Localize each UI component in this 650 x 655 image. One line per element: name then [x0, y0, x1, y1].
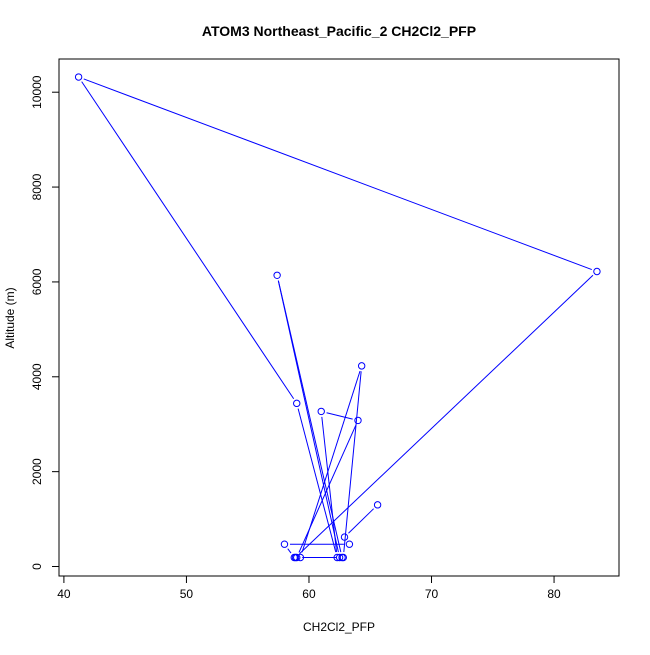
data-series [74, 73, 601, 562]
y-tick-label: 4000 [30, 363, 44, 390]
x-tick-label: 40 [57, 587, 71, 601]
y-tick-label: 6000 [30, 268, 44, 295]
data-point [291, 553, 300, 562]
x-tick-label: 80 [547, 587, 561, 601]
series-line-segment [321, 416, 338, 553]
data-point [357, 362, 366, 370]
data-point [373, 501, 382, 509]
series-line-segment [81, 81, 295, 400]
axes: 40 50 60 70 80 0 2000 4000 6000 8000 10000 [30, 75, 561, 601]
x-tick-label: 50 [180, 587, 194, 601]
series-line-segment [299, 274, 594, 555]
data-point [74, 73, 83, 81]
data-point [340, 533, 349, 541]
y-tick-label: 2000 [30, 458, 44, 485]
x-tick-label: 70 [425, 587, 439, 601]
data-point [354, 416, 362, 425]
series-line-segment [297, 408, 337, 553]
data-point [345, 540, 354, 548]
series-line-segment [83, 78, 592, 271]
data-point [338, 553, 346, 562]
y-axis-label: Altitude (m) [3, 287, 17, 348]
x-axis-label: CH2Cl2_PFP [303, 620, 375, 634]
data-point [317, 407, 325, 416]
data-point [296, 553, 305, 562]
series-line-segment [287, 548, 292, 554]
series-line-segment [343, 371, 362, 553]
series-line-segment [326, 412, 353, 420]
series-line-segment [301, 370, 361, 553]
series-line-segment [298, 425, 357, 553]
data-point [333, 553, 341, 562]
plot-frame [58, 58, 620, 577]
y-tick-label: 0 [30, 563, 44, 570]
series-line-segment [277, 280, 342, 553]
data-point [593, 267, 601, 276]
data-point [293, 399, 301, 408]
x-tick-label: 60 [302, 587, 316, 601]
y-tick-label: 10000 [30, 75, 44, 109]
series-line-segment [348, 508, 375, 534]
chart-title: ATOM3 Northeast_Pacific_2 CH2Cl2_PFP [202, 23, 476, 39]
data-point [280, 540, 289, 548]
y-tick-label: 8000 [30, 173, 44, 200]
data-point [273, 271, 281, 279]
data-point [335, 553, 344, 562]
